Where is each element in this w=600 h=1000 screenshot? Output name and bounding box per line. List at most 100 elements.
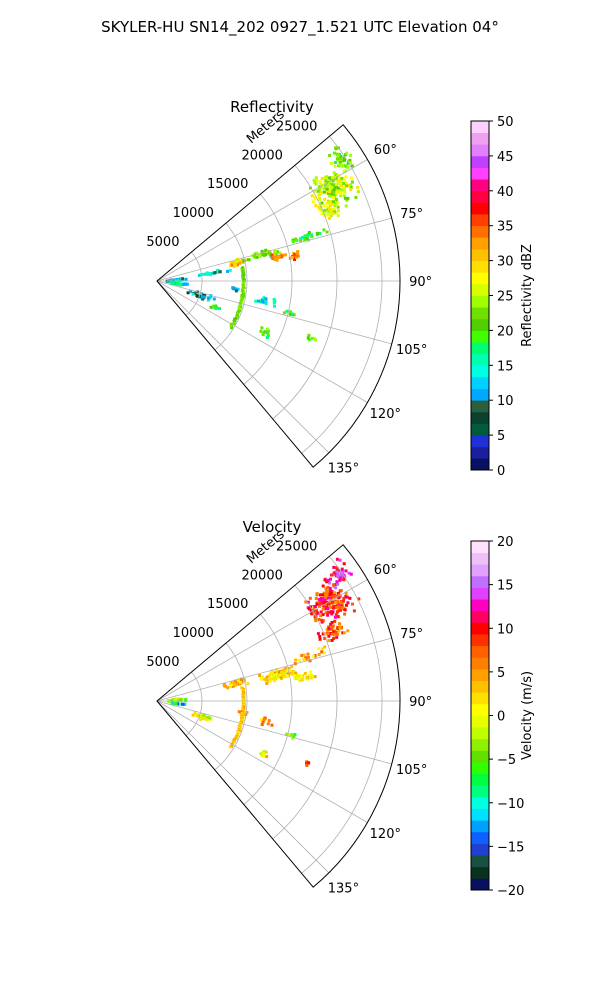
r-tick-label: 25000	[276, 119, 317, 134]
polar-grid	[156, 556, 400, 874]
echo-cell	[323, 557, 353, 590]
echo-layer	[165, 146, 360, 342]
colorbar-swatch	[471, 202, 489, 215]
grid-spoke	[156, 217, 392, 282]
colorbar-swatch	[471, 668, 489, 681]
echo-cell	[316, 619, 350, 643]
colorbar-swatch	[471, 365, 489, 378]
theta-tick-label: 90°	[409, 695, 432, 710]
polar-grid	[156, 136, 400, 454]
grid-spoke	[156, 700, 368, 823]
theta-tick-label: 75°	[400, 207, 423, 222]
grid-ring	[243, 613, 293, 805]
echo-cell	[304, 577, 361, 624]
echo-cell	[186, 289, 216, 302]
colorbar: −20 −15 −10 −5 0 5 10 15 20 Velocity (m/s)	[470, 535, 535, 899]
colorbar-tick-label: 15	[497, 579, 514, 594]
colorbar-swatch	[471, 796, 489, 809]
colorbar-swatch	[471, 330, 489, 343]
colorbar-tick-label: −20	[497, 884, 524, 899]
colorbar-swatch	[471, 179, 489, 192]
colorbar-swatch	[471, 167, 489, 180]
colorbar-swatch	[471, 400, 489, 413]
grid-ring	[272, 165, 338, 420]
echo-cell	[259, 750, 269, 759]
colorbar-tick-label: 10	[497, 622, 514, 637]
echo-cell	[197, 268, 232, 277]
echo-cell	[242, 248, 282, 263]
colorbar-swatch	[471, 307, 489, 320]
echo-cell	[306, 333, 318, 342]
colorbar-tick-label: 30	[497, 255, 514, 270]
colorbar-tick-label: −15	[497, 840, 524, 855]
colorbar-swatch	[471, 435, 489, 448]
ring-echo	[229, 266, 246, 330]
colorbar-swatch	[471, 831, 489, 844]
colorbar-swatch	[471, 773, 489, 786]
r-tick-label: 10000	[173, 206, 214, 221]
sector-frame	[156, 544, 401, 888]
colorbar-swatch	[471, 272, 489, 285]
colorbar-swatch	[471, 318, 489, 331]
colorbar-swatch	[471, 458, 489, 471]
colorbar-swatch	[471, 808, 489, 821]
colorbar-swatch	[471, 237, 489, 250]
echo-cell	[293, 645, 327, 666]
theta-tick-label: 60°	[374, 143, 397, 158]
r-tick-label: 20000	[242, 568, 283, 583]
echo-cell	[231, 286, 240, 293]
grid-ring	[301, 556, 383, 874]
colorbar-swatch	[471, 423, 489, 436]
echo-cell	[328, 146, 354, 177]
grid-ring	[301, 136, 383, 454]
colorbar-swatch	[471, 692, 489, 705]
grid-spoke	[156, 579, 368, 702]
colorbar-swatch	[471, 878, 489, 891]
colorbar-swatch	[471, 866, 489, 879]
colorbar-swatch	[471, 342, 489, 355]
grid-spoke	[156, 637, 392, 702]
colorbar-tick-label: 0	[497, 464, 505, 479]
colorbar-tick-label: 5	[497, 429, 505, 444]
sector-frame	[156, 124, 401, 468]
r-tick-label: 25000	[276, 539, 317, 554]
panel-title: Velocity	[243, 518, 302, 536]
colorbar-swatch	[471, 645, 489, 658]
echo-cell	[293, 670, 317, 683]
colorbar-swatch	[471, 657, 489, 670]
grid-ring	[214, 222, 248, 351]
colorbar-swatch	[471, 411, 489, 424]
colorbar-tick-label: −10	[497, 797, 524, 812]
echo-cell	[259, 326, 270, 339]
colorbar-tick-label: 45	[497, 150, 514, 165]
r-tick-label: 5000	[146, 655, 179, 670]
echo-cell	[259, 716, 274, 727]
colorbar-swatch	[471, 843, 489, 856]
colorbar-label: Reflectivity dBZ	[520, 244, 535, 347]
grid-spoke	[156, 280, 368, 403]
echo-cell	[254, 296, 277, 308]
colorbar-swatch	[471, 622, 489, 635]
colorbar-swatch	[471, 283, 489, 296]
colorbar-swatch	[471, 121, 489, 134]
colorbar-swatch	[471, 564, 489, 577]
colorbar-swatch	[471, 634, 489, 647]
colorbar-swatch	[471, 388, 489, 401]
colorbar-tick-label: −5	[497, 753, 516, 768]
echo-layer	[166, 557, 361, 767]
colorbar-swatch	[471, 715, 489, 728]
theta-tick-label: 120°	[370, 407, 401, 422]
colorbar-tick-label: 35	[497, 220, 514, 235]
colorbar-swatch	[471, 353, 489, 366]
colorbar-swatch	[471, 190, 489, 203]
echo-cell	[169, 281, 189, 287]
echo-cell	[166, 697, 188, 703]
colorbar: 0 5 10 15 20 25 30 35 40 45 50 Reflectivity dBZ	[470, 115, 535, 479]
echo-cell	[191, 711, 213, 722]
colorbar-swatch	[471, 727, 489, 740]
grid-spoke	[156, 159, 368, 282]
colorbar-swatch	[471, 750, 489, 763]
theta-tick-label: 90°	[409, 275, 432, 290]
r-tick-label: 15000	[207, 177, 248, 192]
